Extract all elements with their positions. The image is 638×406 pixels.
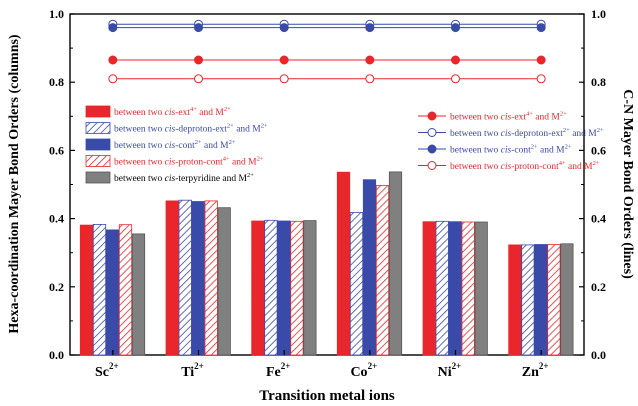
- right-y-axis: 0.0 0.2 0.4 0.6 0.8 1.0: [579, 7, 606, 362]
- left-tick-label: 0.4: [49, 212, 64, 226]
- bar-series3-co: [362, 179, 377, 356]
- line-point-3-2: [194, 23, 203, 33]
- line-point-1-1: [108, 55, 118, 65]
- legend-marker-3: [427, 144, 437, 154]
- line-point-3-5: [451, 23, 460, 33]
- legend-label-bar-2: between two cis-deproton-ext2+ and M2+: [114, 123, 268, 135]
- bar-series5-zn: [560, 243, 574, 356]
- line-point-3-1: [108, 23, 118, 33]
- line-point-1-4: [365, 55, 375, 65]
- bar-series4-ni: [461, 221, 475, 356]
- x-axis-label: Transition metal ions: [259, 388, 395, 404]
- bar-series4-fe: [290, 220, 304, 356]
- line-point-3-4: [365, 23, 375, 33]
- legend-marker-1: [427, 111, 437, 121]
- right-tick-label: 0.8: [591, 75, 606, 89]
- line-point-4-2: [194, 74, 203, 84]
- bar-series2-ti: [178, 199, 192, 356]
- legend-label-bar-5: between two cis-terpyridine and M2+: [114, 172, 254, 184]
- legend-swatch-bar-2: [85, 122, 111, 134]
- legend-label-line-3: between two cis-cont2+ and M2+: [450, 144, 572, 156]
- x-axis: Sc2+ Ti2+ Fe2+ Co2+ Ni2+ Zn2+: [95, 350, 549, 380]
- lines-layer: [108, 19, 546, 84]
- bar-series3-zn: [534, 244, 548, 356]
- bars-layer: [79, 171, 574, 356]
- bar-series4-co: [375, 185, 390, 356]
- right-tick-label: 0.4: [591, 212, 606, 226]
- legend-label-bar-1: between two cis-ext4+ and M2+: [114, 106, 231, 118]
- bar-series1-sc: [79, 224, 94, 356]
- line-legend: between two cis-ext4+ and M2+ between two…: [418, 111, 604, 172]
- line-point-1-6: [536, 55, 546, 65]
- x-tick-label-ni: Ni2+: [438, 361, 462, 380]
- bar-series4-zn: [547, 244, 561, 356]
- bar-series5-fe: [303, 220, 317, 356]
- bar-series1-co: [336, 171, 351, 356]
- legend-swatch-bar-4: [85, 155, 111, 167]
- legend-label-line-2: between two cis-deproton-ext2+ and M2+: [450, 127, 604, 139]
- left-tick-label: 0.6: [49, 143, 64, 157]
- line-point-4-5: [451, 74, 460, 84]
- legend-swatch-bar-3: [85, 138, 111, 151]
- bar-series3-ti: [191, 201, 205, 356]
- bar-series5-ti: [217, 207, 231, 356]
- left-y-axis: 0.0 0.2 0.4 0.6 0.8 1.0: [49, 7, 75, 362]
- legend-marker-4: [427, 161, 437, 170]
- left-tick-label: 0.0: [49, 348, 64, 362]
- line-point-4-1: [108, 74, 118, 84]
- legend-marker-2: [427, 128, 437, 137]
- x-tick-label-co: Co2+: [350, 361, 377, 380]
- legend-label-bar-4: between two cis-proton-cont4+ and M2+: [114, 156, 264, 168]
- bar-series4-sc: [118, 224, 133, 356]
- x-tick-label-fe: Fe2+: [266, 361, 290, 380]
- right-tick-label: 0.2: [591, 280, 606, 294]
- x-tick-label-zn: Zn2+: [522, 361, 549, 380]
- line-point-4-4: [365, 74, 375, 84]
- right-tick-label: 1.0: [591, 7, 606, 21]
- line-point-3-3: [279, 23, 289, 33]
- line-point-1-2: [194, 55, 203, 65]
- right-tick-label: 0.6: [591, 143, 606, 157]
- bar-series2-sc: [92, 223, 107, 356]
- bar-series5-sc: [131, 233, 146, 356]
- bar-series4-ti: [204, 200, 218, 356]
- bar-series2-zn: [521, 244, 535, 356]
- bar-series3-ni: [448, 221, 462, 356]
- bar-legend: between two cis-ext4+ and M2+ between two…: [85, 105, 268, 184]
- legend-swatch-bar-1: [85, 105, 111, 118]
- plot-frame: [69, 13, 585, 356]
- right-y-axis-label: C-N Mayer Bond Orders (lines): [620, 89, 635, 279]
- legend-label-bar-3: between two cis-cont2+ and M2+: [114, 139, 236, 151]
- legend-label-line-4: between two cis-proton-cont4+ and M2+: [450, 160, 600, 172]
- line-point-1-5: [451, 55, 460, 65]
- x-tick-label-ti: Ti2+: [181, 361, 204, 380]
- bar-series1-fe: [251, 220, 265, 356]
- bar-series2-co: [349, 212, 364, 356]
- left-tick-label: 0.2: [49, 280, 64, 294]
- x-tick-label-sc: Sc2+: [95, 361, 119, 380]
- bar-series2-ni: [435, 220, 449, 356]
- left-y-axis-label: Hexa-coordination Mayer Bond Orders (col…: [7, 34, 22, 334]
- left-tick-label: 0.8: [49, 75, 64, 89]
- bar-series2-fe: [264, 219, 278, 356]
- line-point-4-6: [536, 74, 546, 84]
- bar-series1-zn: [508, 244, 522, 356]
- legend-label-line-1: between two cis-ext4+ and M2+: [450, 111, 567, 123]
- bar-series1-ti: [165, 200, 179, 356]
- left-tick-label: 1.0: [49, 7, 64, 21]
- line-point-1-3: [279, 55, 289, 65]
- bar-series5-ni: [474, 221, 488, 356]
- legend-swatch-bar-5: [85, 171, 111, 184]
- right-tick-label: 0.0: [591, 348, 606, 362]
- bar-series1-ni: [422, 221, 436, 356]
- bar-series5-co: [388, 171, 403, 356]
- line-point-3-6: [536, 23, 546, 33]
- bar-series3-fe: [277, 220, 291, 356]
- line-point-4-3: [279, 74, 289, 84]
- bar-series3-sc: [105, 229, 120, 356]
